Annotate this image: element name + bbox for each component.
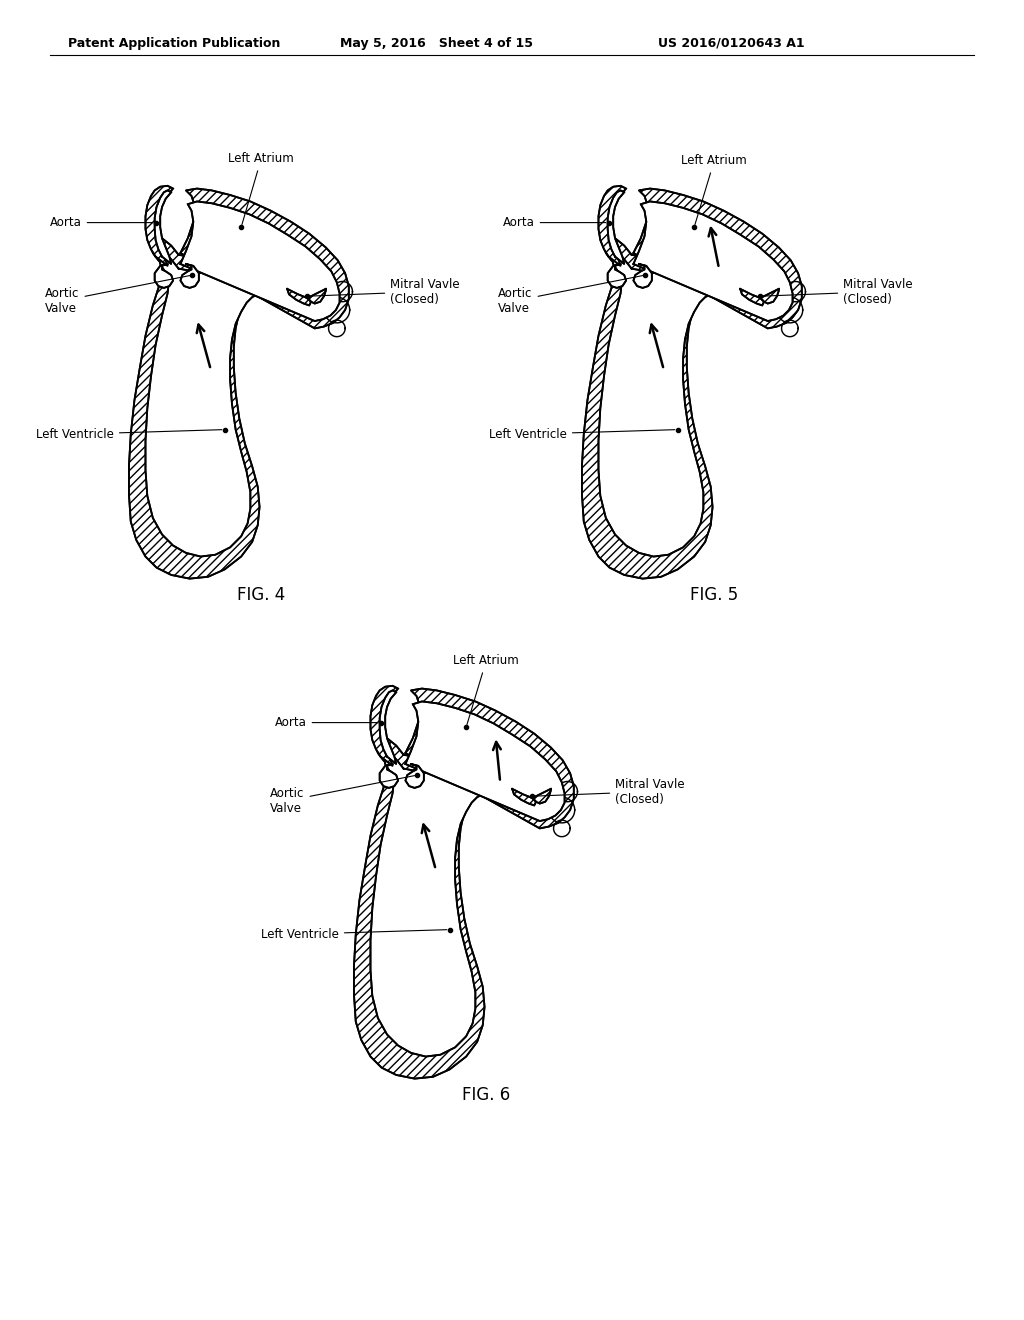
Polygon shape <box>406 689 573 829</box>
Polygon shape <box>532 789 551 804</box>
Text: FIG. 5: FIG. 5 <box>690 586 738 603</box>
Polygon shape <box>406 701 564 821</box>
Text: Left Ventricle: Left Ventricle <box>261 928 446 941</box>
Text: Left Ventricle: Left Ventricle <box>36 428 222 441</box>
Polygon shape <box>332 281 352 302</box>
Polygon shape <box>406 764 424 788</box>
Polygon shape <box>329 321 345 337</box>
Polygon shape <box>634 264 652 288</box>
Polygon shape <box>549 797 574 822</box>
Polygon shape <box>354 734 540 1078</box>
Polygon shape <box>324 297 350 323</box>
Polygon shape <box>155 190 171 264</box>
Text: FIG. 6: FIG. 6 <box>462 1086 511 1104</box>
Polygon shape <box>371 686 398 766</box>
Polygon shape <box>761 289 779 304</box>
Polygon shape <box>380 764 398 788</box>
Text: Left Atrium: Left Atrium <box>454 655 519 725</box>
Polygon shape <box>145 186 173 265</box>
Polygon shape <box>634 189 802 329</box>
Polygon shape <box>582 235 768 578</box>
Text: Mitral Vavle
(Closed): Mitral Vavle (Closed) <box>763 277 912 306</box>
Polygon shape <box>129 235 314 578</box>
Polygon shape <box>307 289 326 304</box>
Polygon shape <box>180 264 199 288</box>
Polygon shape <box>777 297 803 323</box>
Polygon shape <box>155 264 173 288</box>
Polygon shape <box>740 289 764 305</box>
Polygon shape <box>557 781 578 801</box>
Polygon shape <box>512 789 537 805</box>
Text: Aorta: Aorta <box>274 715 378 729</box>
Polygon shape <box>785 281 806 302</box>
Text: Mitral Vavle
(Closed): Mitral Vavle (Closed) <box>536 777 685 805</box>
Text: Mitral Vavle
(Closed): Mitral Vavle (Closed) <box>310 277 460 306</box>
Polygon shape <box>607 264 626 288</box>
Polygon shape <box>180 202 340 321</box>
Text: Aortic
Valve: Aortic Valve <box>499 276 643 314</box>
Polygon shape <box>371 751 530 1056</box>
Polygon shape <box>554 820 570 837</box>
Text: Aorta: Aorta <box>50 216 153 230</box>
Text: May 5, 2016   Sheet 4 of 15: May 5, 2016 Sheet 4 of 15 <box>340 37 534 50</box>
Polygon shape <box>607 190 625 264</box>
Polygon shape <box>781 321 798 337</box>
Text: Patent Application Publication: Patent Application Publication <box>68 37 281 50</box>
Polygon shape <box>287 289 311 305</box>
Polygon shape <box>598 186 626 265</box>
Text: Left Ventricle: Left Ventricle <box>489 428 675 441</box>
Text: Left Atrium: Left Atrium <box>681 154 748 224</box>
Polygon shape <box>180 189 349 329</box>
Polygon shape <box>598 251 759 557</box>
Text: Aorta: Aorta <box>503 216 606 230</box>
Text: FIG. 4: FIG. 4 <box>238 586 286 603</box>
Polygon shape <box>145 251 305 557</box>
Polygon shape <box>380 690 396 764</box>
Text: US 2016/0120643 A1: US 2016/0120643 A1 <box>658 37 805 50</box>
Polygon shape <box>634 202 793 321</box>
Text: Aortic
Valve: Aortic Valve <box>270 776 415 814</box>
Text: Left Atrium: Left Atrium <box>228 152 294 224</box>
Text: Aortic
Valve: Aortic Valve <box>45 276 189 314</box>
